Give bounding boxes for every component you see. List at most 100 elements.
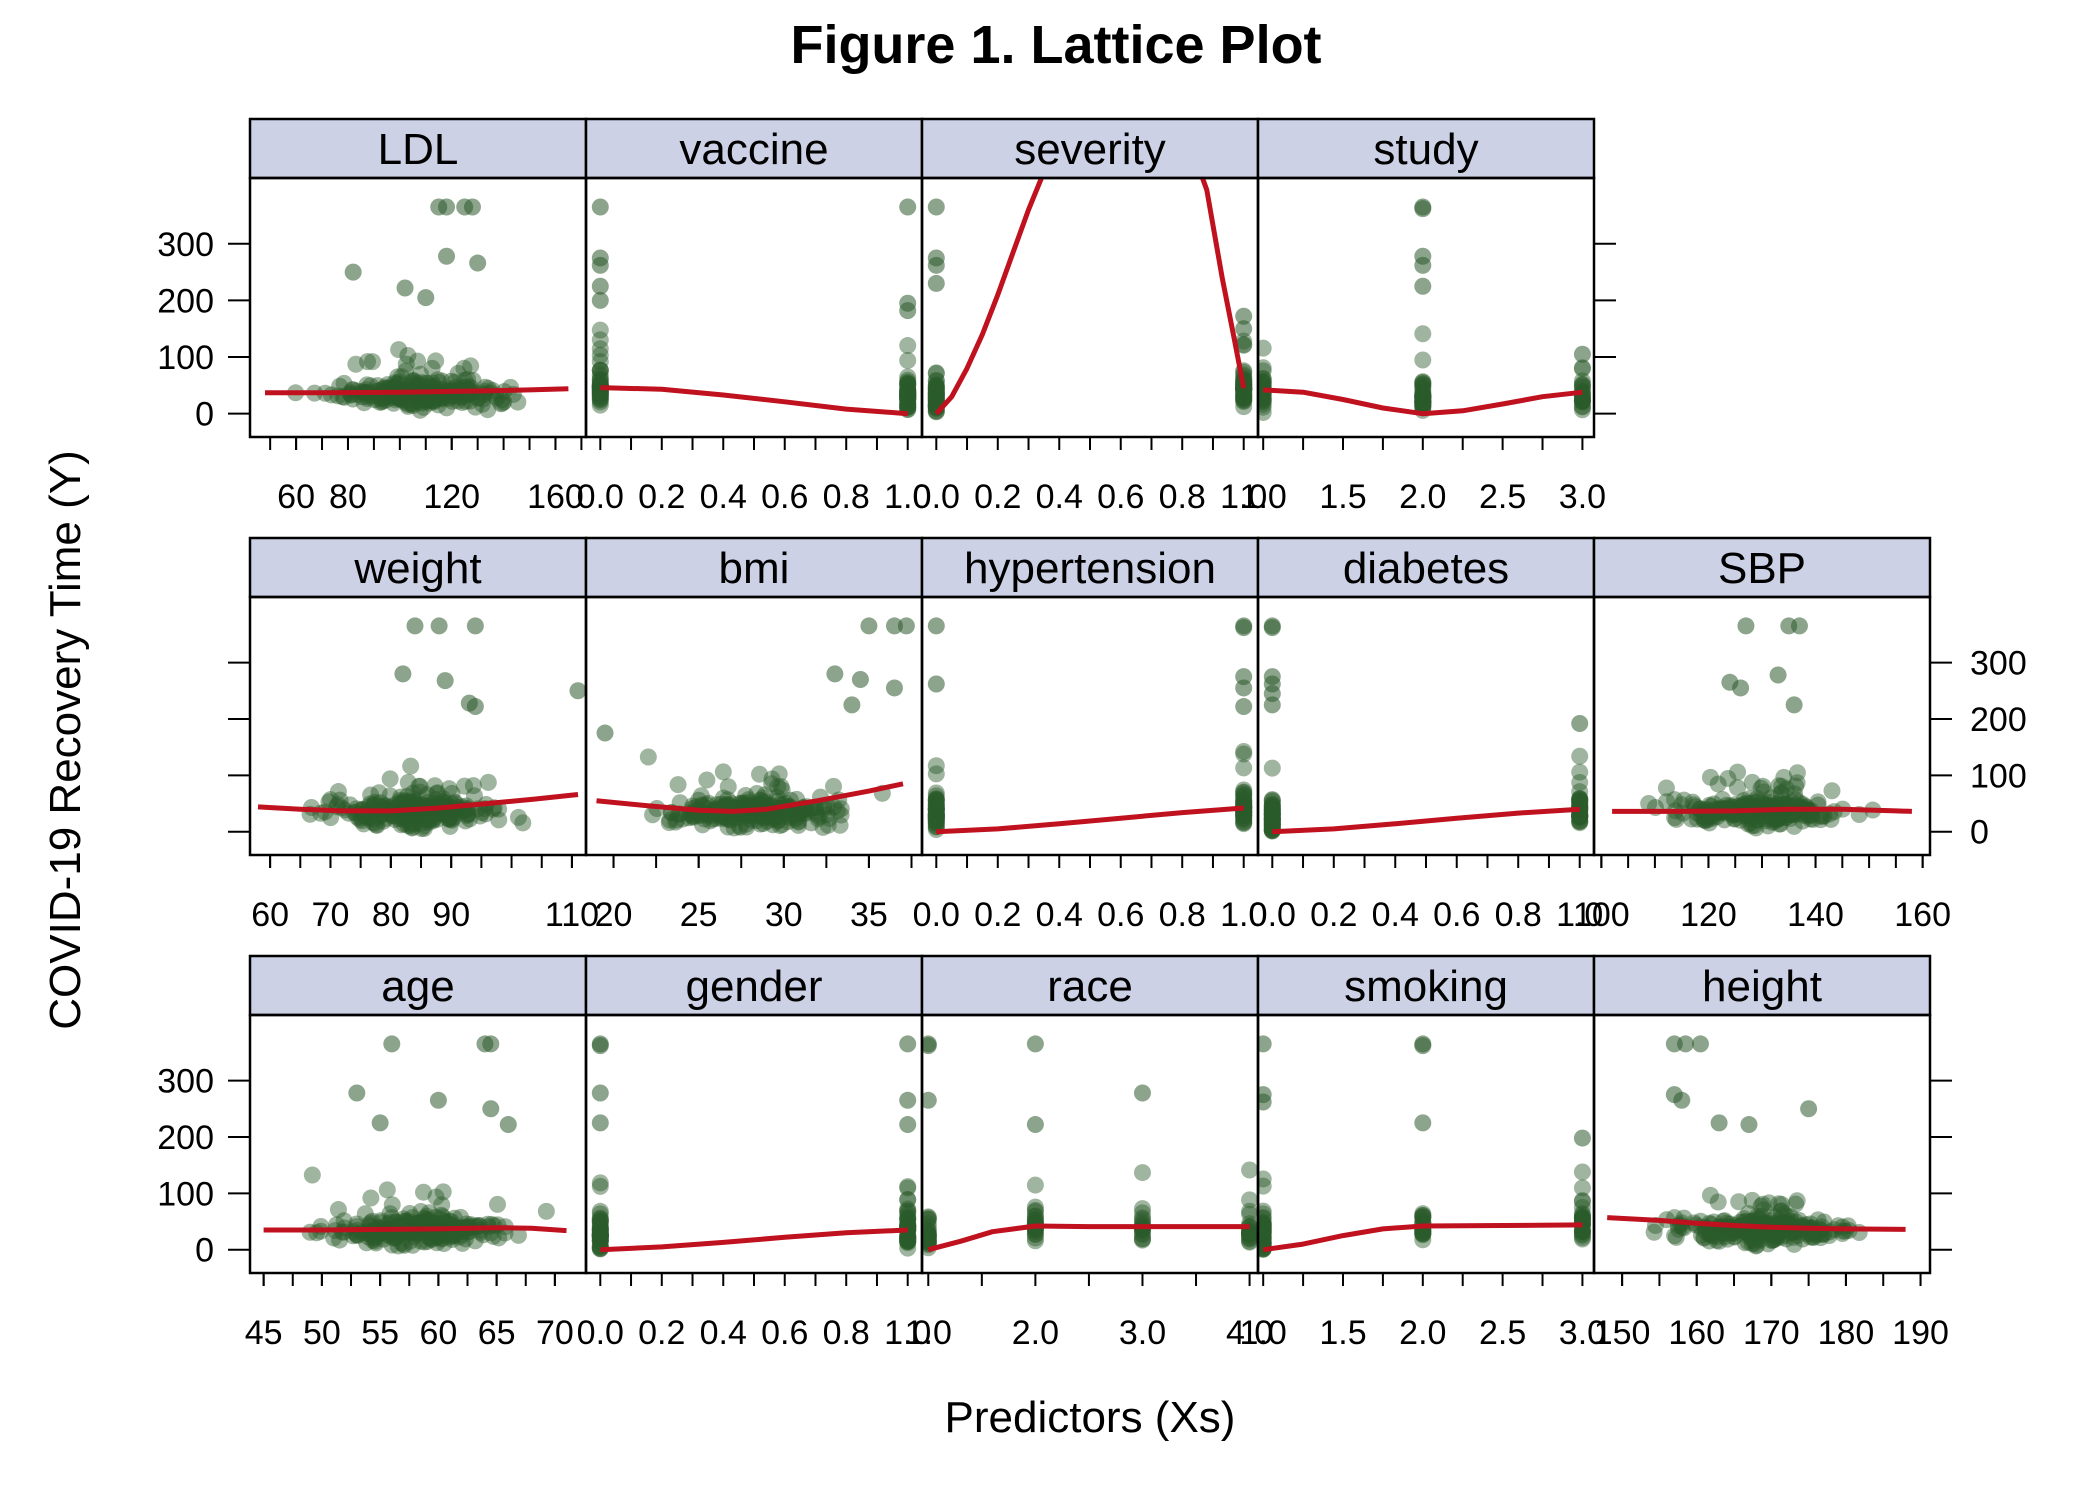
scatter-point [417,811,435,829]
scatter-point [1258,1216,1272,1234]
scatter-point [456,812,474,830]
scatter-point [680,809,698,827]
scatter-point [814,818,832,836]
panel-strip-label: SBP [1718,544,1806,593]
scatter-point [1235,787,1253,805]
scatter-point [1414,1224,1432,1242]
scatter-point [825,777,843,795]
scatter-point [395,392,413,410]
scatter-point [740,793,758,811]
scatter-point [1750,1231,1768,1249]
x-tick-label: 0.2 [638,1314,685,1352]
x-tick-label: 0.0 [1249,896,1296,934]
scatter-point [1414,256,1432,274]
scatter-point [1749,1225,1767,1243]
scatter-point [1736,1234,1754,1252]
scatter-point [364,810,382,828]
scatter-point [358,353,376,371]
scatter-point [591,1213,609,1231]
scatter-point [1726,1224,1744,1242]
scatter-point [1026,1232,1044,1250]
scatter-point [490,811,508,829]
scatter-point [1263,793,1281,811]
x-axis: 0.0 0.2 0.4 0.6 0.8 1.0 [913,437,1267,516]
scatter-point [1414,392,1432,410]
x-tick-label: 1.0 [1220,478,1267,516]
scatter-point [1235,783,1253,801]
scatter-point [1573,345,1591,363]
scatter-point [1235,307,1253,325]
scatter-point [377,809,395,827]
scatter-point [927,814,945,832]
scatter-point [358,376,376,394]
scatter-point [713,810,731,828]
scatter-point [1026,1203,1044,1221]
scatter-point [419,392,437,410]
x-tick-label: 0.4 [700,478,747,516]
scatter-point [303,1166,321,1184]
scatter-point [591,198,609,216]
scatter-point [1258,1214,1272,1232]
scatter-point [1258,373,1272,391]
scatter-point [405,815,423,833]
y-axis: 0 100 200 300 [1930,645,2027,852]
scatter-point [899,376,917,394]
scatter-point [927,801,945,819]
scatter-point [1235,388,1253,406]
x-tick-label: 45 [245,1314,283,1352]
scatter-point [591,1231,609,1249]
scatter-point [1765,812,1783,830]
scatter-point [401,793,419,811]
scatter-point [1571,814,1589,832]
y-tick-label: 100 [157,339,214,377]
scatter-point [1777,1226,1795,1244]
scatter-point [748,784,766,802]
scatter-point [737,786,755,804]
scatter-point [1752,1197,1770,1215]
scatter-point [1739,1224,1757,1242]
scatter-point [398,787,416,805]
scatter-point [1755,783,1773,801]
scatter-point [843,696,861,714]
scatter-point [360,809,378,827]
scatter-point [1571,791,1589,809]
scatter-point [449,364,467,382]
scatter-point [591,378,609,396]
scatter-point [469,254,487,272]
scatter-point [1235,392,1253,410]
scatter-point [927,790,945,808]
scatter-point [899,388,917,406]
scatter-point [434,390,452,408]
scatter-point [325,1229,343,1247]
scatter-point [899,384,917,402]
scatter-point [1235,393,1253,411]
scatter-point [391,792,409,810]
scatter-point [1801,1228,1819,1246]
x-tick-label: 1.0 [1240,1314,1287,1352]
scatter-point [464,777,482,795]
scatter-point [394,1235,412,1253]
scatter-point [1235,798,1253,816]
y-tick-label: 0 [195,1232,214,1270]
scatter-point [1235,619,1253,637]
scatter-point [899,198,917,216]
scatter-point [1700,1232,1718,1250]
scatter-point [1414,394,1432,412]
panel-diabetes: diabetes 0.0 0.2 0.4 0.6 0.8 1.0 [1249,536,1603,934]
scatter-point [399,773,417,791]
x-tick-label: 30 [765,896,803,934]
scatter-point [451,1228,469,1246]
scatter-point [695,810,713,828]
scatter-point [899,386,917,404]
scatter-point [434,1183,452,1201]
scatter-point [1704,809,1722,827]
scatter-point [899,1214,917,1232]
scatter-point [440,1212,458,1230]
scatter-point [423,374,441,392]
panel-plot-area [1263,617,1589,840]
scatter-point [404,818,422,836]
scatter-point [1719,769,1737,787]
scatter-point [927,790,945,808]
scatter-point [1235,813,1253,831]
scatter-point [1763,1231,1781,1249]
